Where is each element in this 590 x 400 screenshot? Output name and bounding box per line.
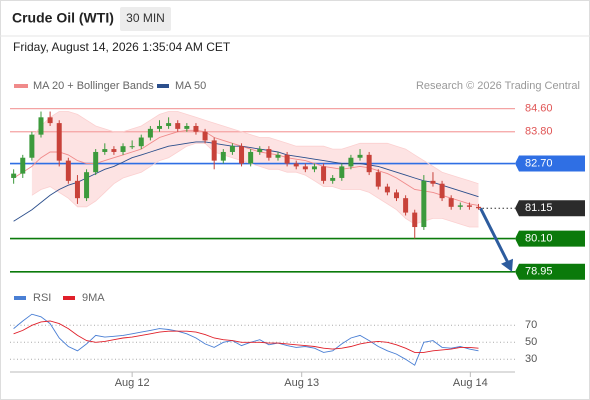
candle-body <box>275 154 281 158</box>
candle-body <box>156 125 162 129</box>
candle-body <box>384 186 390 193</box>
candle-body <box>239 146 245 164</box>
y-tick-label: 50 <box>525 336 537 348</box>
ma-line <box>13 141 479 222</box>
legend-label: RSI <box>33 292 51 304</box>
legend-label: 9MA <box>82 292 105 304</box>
projection-arrow <box>479 207 511 266</box>
bollinger-upper <box>31 111 479 185</box>
candle-body <box>11 173 17 178</box>
candle-body <box>293 163 299 167</box>
arrow-head <box>501 258 513 272</box>
candle-body <box>302 166 308 170</box>
candle-body <box>184 125 190 129</box>
candle-body <box>339 166 345 178</box>
ma-line <box>13 129 479 206</box>
level-label: 78.95 <box>525 266 553 278</box>
candle-body <box>166 123 172 126</box>
level-label: 83.80 <box>525 126 553 138</box>
candle-body <box>65 160 71 181</box>
candle-body <box>348 157 354 167</box>
candle-body <box>147 128 153 138</box>
rsi-line <box>13 313 479 366</box>
candle-body <box>211 140 217 161</box>
candle-body <box>120 146 126 152</box>
level-box <box>515 155 585 172</box>
source: Research © 2026 Trading Central <box>416 80 580 92</box>
candle-body <box>266 149 272 158</box>
candle-body <box>56 123 62 161</box>
candle-body <box>311 166 317 170</box>
candle-body <box>321 166 327 181</box>
candle-body <box>248 151 254 164</box>
candle-body <box>330 177 336 181</box>
level-label: 84.60 <box>525 103 553 115</box>
candle-body <box>138 137 144 147</box>
candle-body <box>74 180 80 199</box>
candle-body <box>111 149 117 152</box>
bollinger-lower <box>31 142 479 228</box>
candle-body <box>38 117 44 135</box>
level-label: 82.70 <box>525 157 553 169</box>
y-tick-label: 70 <box>525 319 537 331</box>
candle-body <box>102 149 108 152</box>
chart-title: Crude Oil (WTI) <box>12 10 114 26</box>
candle-body <box>193 125 199 132</box>
legend-label: MA 20 + Bollinger Bands <box>33 80 154 92</box>
candle-body <box>357 154 363 158</box>
candle-body <box>29 134 35 158</box>
level-label: 80.10 <box>525 232 553 244</box>
candle-body <box>375 172 381 187</box>
y-tick-label: 30 <box>525 353 537 365</box>
legend-label: MA 50 <box>175 80 206 92</box>
candle-body <box>20 157 26 174</box>
candle-body <box>403 198 409 213</box>
x-tick-label: Aug 14 <box>453 377 488 389</box>
candle-body <box>448 198 454 207</box>
x-tick-label: Aug 12 <box>115 377 150 389</box>
candle-body <box>393 192 399 199</box>
subtitle: Friday, August 14, 2026 1:35:04 AM CET <box>13 40 231 54</box>
level-box <box>515 230 585 247</box>
candle-body <box>421 180 427 228</box>
candle-body <box>202 131 208 141</box>
level-box <box>515 263 585 280</box>
candle-body <box>257 149 263 152</box>
level-label: 81.15 <box>525 202 553 214</box>
candle-body <box>220 151 226 161</box>
rsi-line <box>13 320 479 353</box>
candle-body <box>84 172 90 199</box>
level-box <box>515 200 585 217</box>
x-tick-label: Aug 13 <box>284 377 319 389</box>
candle-body <box>412 212 418 228</box>
candle-body <box>466 205 472 207</box>
candle-body <box>430 180 436 184</box>
candle-body <box>284 154 290 164</box>
candle-body <box>457 205 463 207</box>
candle-body <box>129 146 135 148</box>
candle-body <box>476 206 482 209</box>
candle-body <box>366 154 372 173</box>
candle-body <box>229 146 235 152</box>
timeframe: 30 MIN <box>126 11 165 25</box>
candle-body <box>47 117 53 124</box>
candle-body <box>175 123 181 129</box>
candle-body <box>439 183 445 199</box>
timeframe-box <box>120 7 171 31</box>
candle-body <box>93 151 99 173</box>
